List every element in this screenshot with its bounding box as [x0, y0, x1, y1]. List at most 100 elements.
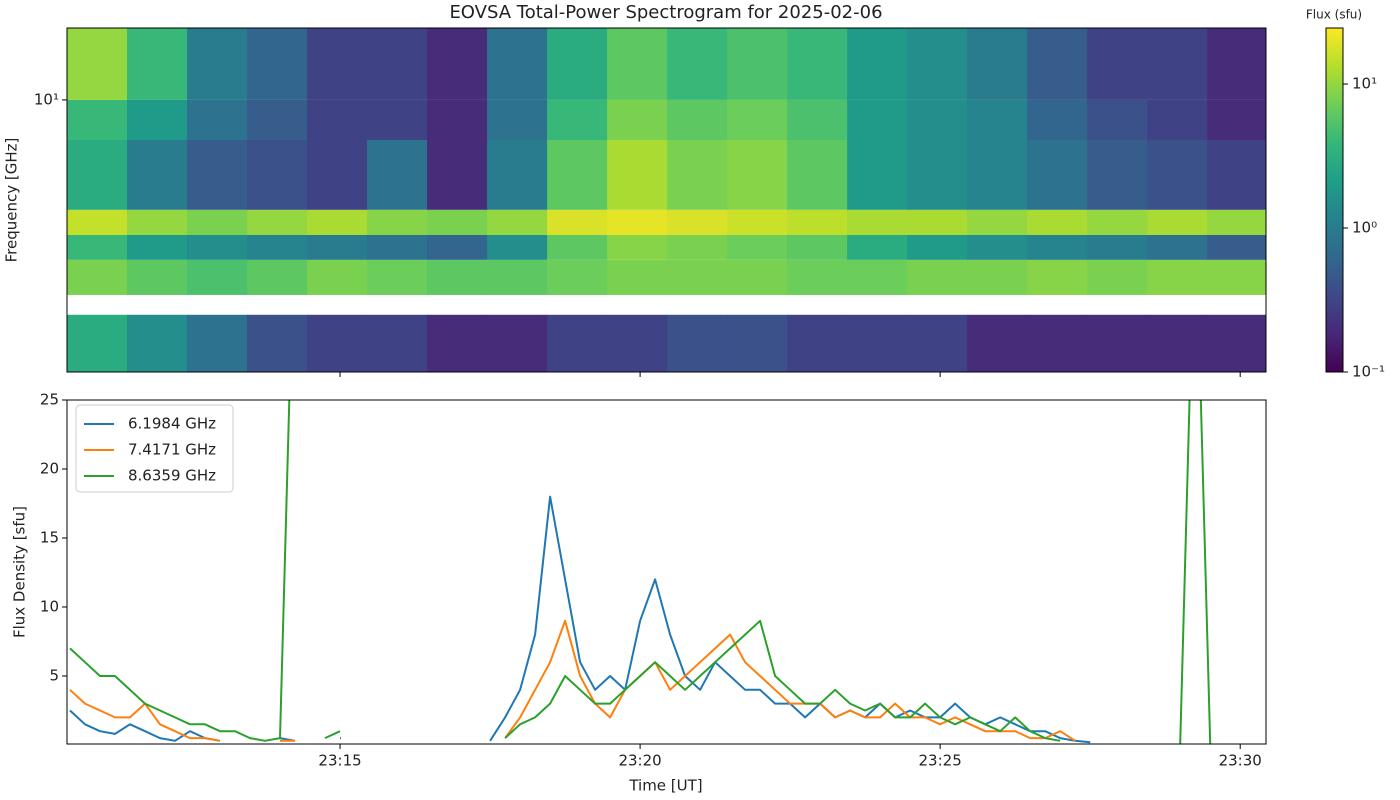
heatmap-cell — [547, 28, 608, 100]
heatmap-cell — [67, 314, 128, 372]
heatmap-cell — [367, 259, 428, 295]
heatmap-cell — [367, 209, 428, 236]
heatmap-cell — [1207, 28, 1266, 100]
heatmap-cell — [487, 235, 548, 260]
heatmap-cell — [607, 259, 668, 295]
heatmap-cell — [247, 235, 308, 260]
colorbar-tick-label: 10¹ — [1352, 75, 1377, 93]
x-axis-label: Time [UT] — [628, 777, 702, 795]
y-tick-label: 10 — [40, 597, 59, 615]
heatmap-cell — [127, 314, 188, 372]
heatmap-cell — [787, 235, 848, 260]
heatmap-cell — [1147, 139, 1208, 210]
y-tick-label: 20 — [40, 459, 59, 477]
heatmap-cell — [307, 235, 368, 260]
heatmap-cell — [427, 314, 488, 372]
heatmap-cell — [1147, 99, 1208, 140]
heatmap-cell — [727, 28, 788, 100]
heatmap-cell — [667, 99, 728, 140]
y-tick-label: 15 — [40, 528, 59, 546]
heatmap-cell — [427, 28, 488, 100]
y-axis-label: Frequency [GHz] — [3, 138, 21, 263]
series-line — [1179, 400, 1212, 744]
heatmap-cell — [727, 259, 788, 295]
heatmap-cell — [847, 235, 908, 260]
heatmap-cell — [547, 314, 608, 372]
colorbar-tick-label: 10⁰ — [1352, 219, 1377, 237]
spectrogram — [67, 28, 1266, 372]
legend-label: 7.4171 GHz — [128, 441, 216, 459]
heatmap-cell — [787, 28, 848, 100]
heatmap-cell — [547, 235, 608, 260]
colorbar-tick-label: 10⁻¹ — [1352, 363, 1385, 381]
heatmap-cell — [727, 209, 788, 236]
heatmap-cell — [547, 209, 608, 236]
y-tick-label: 25 — [40, 391, 59, 409]
heatmap-cell — [187, 235, 248, 260]
heatmap-cell — [487, 259, 548, 295]
heatmap-cell — [1147, 259, 1208, 295]
series-line — [489, 495, 1091, 744]
heatmap-cell — [1027, 259, 1088, 295]
heatmap-cell — [67, 139, 128, 210]
heatmap-cell — [667, 314, 728, 372]
heatmap-cell — [1087, 99, 1148, 140]
series-line — [504, 619, 1061, 742]
y-tick-label: 5 — [49, 666, 59, 684]
heatmap-cell — [487, 28, 548, 100]
heatmap-cell — [1207, 139, 1266, 210]
heatmap-cell — [1207, 209, 1266, 236]
x-tick-label: 23:30 — [1219, 752, 1262, 770]
heatmap-cell — [187, 314, 248, 372]
heatmap-cell — [967, 139, 1028, 210]
heatmap-cell — [847, 99, 908, 140]
series-line — [69, 689, 221, 742]
heatmap-cell — [967, 28, 1028, 100]
heatmap-cell — [1207, 314, 1266, 372]
heatmap-cell — [727, 314, 788, 372]
heatmap-cell — [1087, 259, 1148, 295]
heatmap-cell — [667, 235, 728, 260]
heatmap-cell — [967, 259, 1028, 295]
legend-label: 6.1984 GHz — [128, 415, 216, 433]
heatmap-cell — [907, 209, 968, 236]
heatmap-cell — [907, 99, 968, 140]
heatmap-cell — [307, 28, 368, 100]
heatmap-cell — [727, 139, 788, 210]
heatmap-cell — [1207, 259, 1266, 295]
heatmap-cell — [427, 139, 488, 210]
heatmap-cell — [787, 314, 848, 372]
heatmap-cell — [787, 259, 848, 295]
heatmap-cell — [487, 139, 548, 210]
y-axis-label: Flux Density [sfu] — [11, 506, 29, 638]
axes-frame — [66, 27, 1267, 373]
x-tick-label: 23:20 — [618, 752, 661, 770]
chart-title: EOVSA Total-Power Spectrogram for 2025-0… — [449, 2, 882, 23]
heatmap-cell — [607, 139, 668, 210]
heatmap-cell — [787, 99, 848, 140]
heatmap-cell — [187, 259, 248, 295]
heatmap-cell — [67, 259, 128, 295]
heatmap-cell — [187, 99, 248, 140]
heatmap-cell — [247, 314, 308, 372]
heatmap-cell — [127, 99, 188, 140]
x-tick-label: 23:25 — [919, 752, 962, 770]
heatmap-cell — [127, 209, 188, 236]
heatmap-cell — [127, 235, 188, 260]
colorbar-title: Flux (sfu) — [1306, 8, 1362, 22]
heatmap-cell — [247, 139, 308, 210]
heatmap-cell — [307, 259, 368, 295]
heatmap-cell — [1027, 209, 1088, 236]
heatmap-cell — [967, 99, 1028, 140]
heatmap-cell — [1027, 314, 1088, 372]
heatmap-cell — [907, 259, 968, 295]
heatmap-cell — [1087, 235, 1148, 260]
heatmap-cell — [607, 314, 668, 372]
heatmap-cell — [967, 209, 1028, 236]
heatmap-cell — [907, 139, 968, 210]
heatmap-cell — [427, 209, 488, 236]
heatmap-cell — [1087, 28, 1148, 100]
heatmap-cell — [367, 235, 428, 260]
heatmap-cell — [1207, 99, 1266, 140]
